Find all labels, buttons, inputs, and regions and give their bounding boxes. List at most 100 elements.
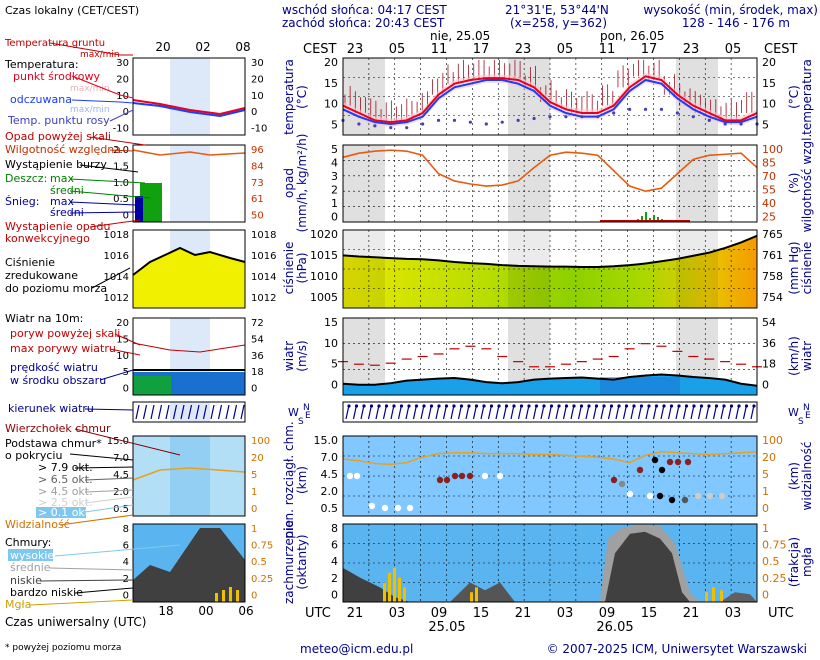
wind-arrow-head xyxy=(632,404,636,408)
y-tick-left: 4 xyxy=(331,555,338,568)
y-tick-right: 0 xyxy=(762,502,769,515)
small-utc-hour: 18 xyxy=(158,604,173,618)
cloud-cover-axis-label: zachmurzenie xyxy=(282,520,296,604)
small-wind-arrow xyxy=(165,404,170,420)
temp-panel xyxy=(342,57,758,136)
dew-point-dot xyxy=(659,107,664,111)
cloud-base-dot xyxy=(658,466,666,474)
cloud-base-dot xyxy=(443,476,451,484)
small-wind-arrow xyxy=(135,404,140,420)
small-temp-panel xyxy=(132,57,246,136)
local-hour: 05 xyxy=(389,42,406,57)
compass-e: E xyxy=(305,411,311,421)
small-tick-left: 4 xyxy=(123,557,129,568)
local-hour: 11 xyxy=(599,42,616,57)
y-tick-right: 0.5 xyxy=(762,555,780,568)
fog-bar xyxy=(393,567,396,602)
wind-arrow-head xyxy=(707,404,711,408)
fog-axis-label: (frakcja) xyxy=(787,537,801,587)
legend-storm: Wystąpienie burzy xyxy=(5,158,107,171)
y-tick-left: 0 xyxy=(331,588,338,601)
fog-bar xyxy=(398,577,401,602)
y-tick-right: 70 xyxy=(762,170,776,183)
low-cloud-area xyxy=(343,567,410,602)
y-tick-right: 15 xyxy=(762,77,776,90)
rain-bar xyxy=(657,217,659,222)
utc-hour: 09 xyxy=(431,606,448,621)
wind-direction-panel xyxy=(342,401,758,423)
wind-arrow-head xyxy=(564,404,569,408)
wind-arrow-head xyxy=(414,404,419,408)
cloud-base-axis-label: (km) xyxy=(295,466,309,494)
small-tick-left: 2 xyxy=(123,574,129,585)
temp-range-band xyxy=(343,72,757,127)
legend-gust-over: poryw powyżej skali xyxy=(10,327,120,340)
date-label: 25.05 xyxy=(428,620,465,635)
pressure-panel xyxy=(342,229,758,309)
legend-cloud-top: Wierzchołek chmur xyxy=(5,422,111,435)
wind-axis-label: wiatr xyxy=(282,341,296,371)
wind-arrow-head xyxy=(489,404,494,408)
cloud-cover-axis-label: (oktanty) xyxy=(295,534,309,589)
wind-arrow-head xyxy=(362,404,366,408)
small-cloudcover-panel xyxy=(132,523,246,603)
legend-wind-speed-2: w środku obszaru xyxy=(10,374,106,387)
utc-hour-ticks: 21 03 09 15 21 03 09 15 21 03 UTC UTC 25.05 26.05 xyxy=(305,606,794,635)
fog-axis-label: mgła xyxy=(800,547,814,577)
y-tick-right: 1 xyxy=(762,522,769,535)
visibility-axis-label: widzialność xyxy=(800,442,814,511)
footer-email[interactable]: meteo@icm.edu.pl xyxy=(300,642,413,656)
small-tick-left: 1016 xyxy=(104,251,129,262)
legend-okt-25: > 2.5 okt. xyxy=(38,496,93,509)
cloud-base-dot xyxy=(451,472,459,480)
y-tick-left: 15 xyxy=(324,77,338,90)
dew-point-dot xyxy=(564,115,568,119)
cloud-base-dot xyxy=(381,504,389,512)
wind-arrow-head xyxy=(437,404,441,408)
cloud-base-dot xyxy=(684,458,692,466)
legend-fog: Mgła xyxy=(5,598,31,611)
precip-panel xyxy=(342,144,758,223)
legend-dew-point: Temp. punktu rosy xyxy=(7,114,110,127)
y-tick-right: 85 xyxy=(762,157,776,170)
coords-text: 21°31'E, 53°44'N xyxy=(505,3,609,17)
cloud-base-dot xyxy=(651,456,659,464)
y-tick-left: 10 xyxy=(324,337,338,350)
small-tick-left: 0 xyxy=(123,384,129,395)
dew-point-dot xyxy=(436,118,441,122)
small-wind-arrow xyxy=(217,404,223,420)
main-panels: 2015105201510554321010085705540251020101… xyxy=(288,56,811,603)
cloud-base-dot xyxy=(646,492,654,500)
humidity-axis-label: wilgotność wzgl. xyxy=(800,134,814,233)
small-utc-hour: 06 xyxy=(238,604,253,618)
small-pressure-fill xyxy=(133,248,245,308)
small-gust-line xyxy=(132,342,246,353)
legend-gust-max: max porywy wiatru xyxy=(10,342,116,355)
wind-strong-fill xyxy=(600,377,680,395)
y-tick-left: 1 xyxy=(331,197,338,210)
small-tick-right: 5 xyxy=(251,470,257,481)
small-humidity-line xyxy=(132,149,246,156)
utc-hour: 03 xyxy=(725,606,742,621)
y-tick-right: 0.75 xyxy=(762,539,787,552)
legend-clouds: Chmury: xyxy=(5,536,51,549)
altitude-values: 128 - 146 - 176 m xyxy=(682,16,790,30)
wind-arrow-head xyxy=(399,404,404,408)
wind-panel xyxy=(342,317,758,396)
pressure-line xyxy=(342,234,758,269)
legend-text: Czas lokalny (CET/CEST) Temperatura grun… xyxy=(4,4,146,653)
night-band xyxy=(343,145,385,222)
cloud-base-dot xyxy=(458,472,466,480)
wind-arrow-head xyxy=(737,404,741,408)
pressure-axis-label-right: (mm Hg) xyxy=(787,241,801,294)
small-tick-right: 0.5 xyxy=(251,557,267,568)
pressure-axis-label-right: ciśnienie xyxy=(800,242,814,295)
small-perceived-line xyxy=(132,102,246,118)
fog-bar xyxy=(712,587,715,602)
local-hour: 17 xyxy=(473,42,490,57)
small-tick-left: 0 xyxy=(123,211,129,222)
wind-arrow-head xyxy=(669,404,674,408)
dew-point-dot xyxy=(739,122,743,126)
legend-okt-65: > 6.5 okt. xyxy=(38,473,93,486)
small-tick-right: 0 xyxy=(251,590,257,601)
